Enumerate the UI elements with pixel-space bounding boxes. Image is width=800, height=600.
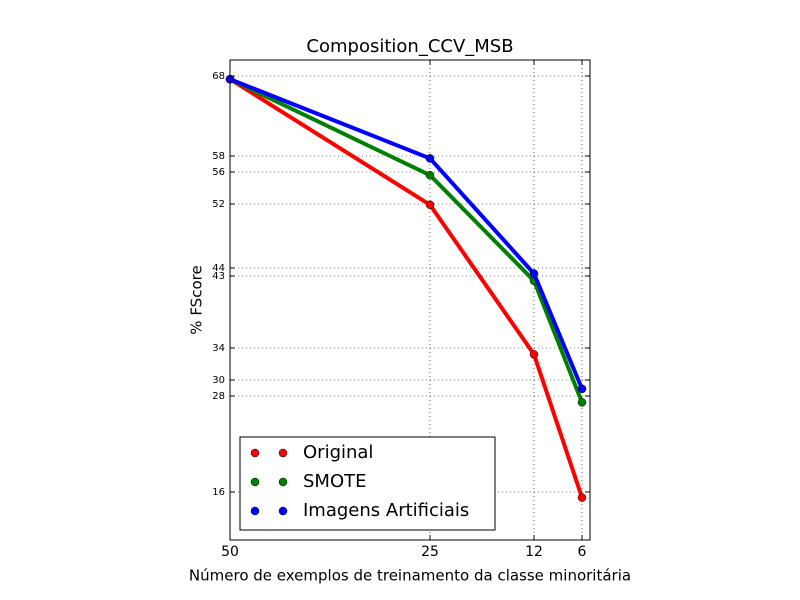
data-point [529,269,539,278]
y-tick-label: 44 [212,263,225,274]
y-tick-label: 28 [212,391,225,402]
legend-marker [278,506,288,516]
y-tick-label: 34 [212,343,225,354]
legend-marker [250,477,260,487]
legend-marker [278,477,288,487]
data-point [529,350,539,359]
plot-frame [229,59,591,541]
series-line [229,77,584,390]
x-tick-label: 50 [221,544,239,560]
y-tick-label: 52 [212,199,225,210]
data-point [577,398,587,407]
x-tick-label: 25 [421,544,439,560]
legend-label: SMOTE [303,471,367,492]
series-line [229,77,584,404]
data-point [425,170,435,180]
data-point [425,154,435,163]
chart-title: Composition_CCV_MSB [306,36,513,57]
y-tick-label: 43 [212,271,225,282]
y-axis-label: % FScore [188,265,206,334]
x-tick-label: 12 [525,544,543,560]
legend: Original SMOTE Imagens Artificiais [239,436,496,531]
legend-marker [250,506,260,516]
y-tick-label: 68 [212,71,225,82]
data-point [425,200,435,210]
legend-label: Original [303,442,373,463]
legend-marker [278,448,288,458]
legend-marker [250,448,260,458]
x-tick-label: 6 [578,544,587,560]
y-tick-label: 30 [212,375,225,386]
y-tick-label: 58 [212,151,225,162]
y-tick-label: 56 [212,167,225,178]
data-point [577,384,587,394]
series-line [228,77,584,499]
y-tick-label: 16 [212,487,225,498]
legend-label: Imagens Artificiais [303,500,469,521]
data-point [577,493,587,502]
x-axis-label: Número de exemplos de treinamento da cla… [189,567,631,585]
